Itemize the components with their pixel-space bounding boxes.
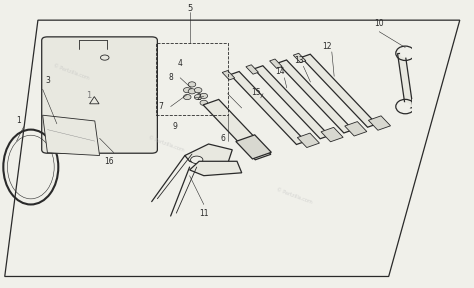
Text: 1: 1	[17, 116, 21, 126]
Text: © Partzilla.com: © Partzilla.com	[147, 135, 184, 153]
Ellipse shape	[188, 89, 196, 94]
Polygon shape	[246, 65, 258, 74]
FancyBboxPatch shape	[42, 37, 157, 153]
Ellipse shape	[400, 102, 410, 111]
Text: © Partzilla.com: © Partzilla.com	[275, 187, 312, 205]
Text: 15: 15	[251, 88, 261, 97]
Text: © Partzilla.com: © Partzilla.com	[53, 63, 90, 81]
Polygon shape	[297, 133, 319, 147]
Ellipse shape	[188, 82, 196, 87]
Text: 6: 6	[220, 134, 225, 143]
Polygon shape	[270, 59, 282, 69]
Text: 12: 12	[322, 41, 332, 51]
Polygon shape	[321, 127, 343, 142]
Text: 9: 9	[173, 122, 178, 131]
Text: 4: 4	[178, 59, 182, 68]
Polygon shape	[293, 53, 306, 63]
Polygon shape	[236, 135, 271, 159]
Polygon shape	[412, 99, 427, 114]
Ellipse shape	[194, 88, 202, 93]
Text: 8: 8	[168, 73, 173, 82]
Polygon shape	[301, 54, 377, 127]
Polygon shape	[398, 53, 413, 108]
Polygon shape	[5, 20, 460, 276]
Polygon shape	[222, 71, 235, 80]
Polygon shape	[190, 161, 242, 176]
Ellipse shape	[400, 49, 410, 58]
Ellipse shape	[200, 100, 208, 105]
Circle shape	[191, 156, 203, 164]
Ellipse shape	[194, 94, 202, 100]
Polygon shape	[345, 122, 367, 136]
Polygon shape	[368, 116, 391, 130]
Text: 7: 7	[159, 102, 164, 111]
Text: 2: 2	[197, 93, 201, 103]
Text: 14: 14	[275, 67, 284, 77]
Polygon shape	[203, 99, 271, 160]
Polygon shape	[185, 144, 232, 167]
Text: 3: 3	[45, 76, 50, 85]
Polygon shape	[43, 115, 100, 156]
Text: 10: 10	[374, 18, 384, 28]
Polygon shape	[230, 71, 306, 145]
Ellipse shape	[200, 93, 208, 98]
Ellipse shape	[183, 88, 191, 93]
Text: 13: 13	[294, 56, 303, 65]
Polygon shape	[277, 60, 353, 133]
Text: 5: 5	[187, 4, 192, 13]
Text: 1: 1	[86, 90, 92, 100]
Ellipse shape	[183, 94, 191, 100]
Polygon shape	[412, 45, 427, 60]
Polygon shape	[254, 66, 329, 139]
Text: 11: 11	[199, 209, 209, 218]
Text: 16: 16	[104, 157, 114, 166]
